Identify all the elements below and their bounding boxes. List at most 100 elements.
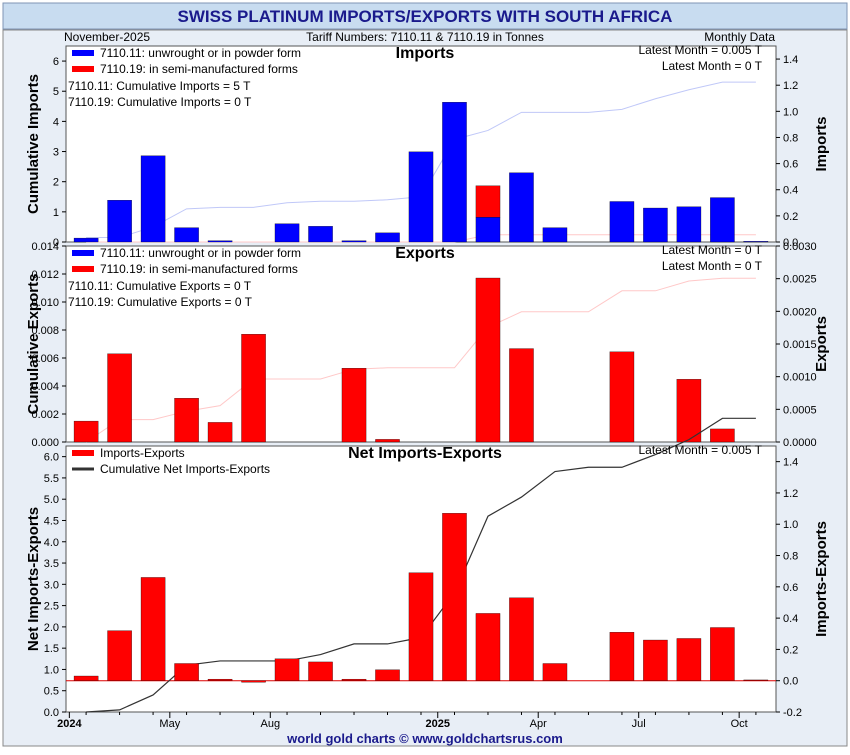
exports-right-tick-label: 0.0025 [783,274,817,286]
imports-bar-7110-11 [442,102,467,243]
exports-legend-label: 7110.19: in semi-manufactured forms [100,262,298,276]
imports-left-tick-label: 3 [53,147,59,159]
imports-bar-7110-11 [274,223,300,243]
x-tick-label: 2025 [426,718,450,730]
exports-left-axis-label: Cumulative Exports [25,274,42,415]
exports-right-tick-label: 0.0020 [783,306,817,318]
footer-credit: world gold charts © www.goldchartsrus.co… [286,731,563,746]
net-bar [341,678,367,681]
net-bar [73,675,99,681]
net-bar [241,680,266,683]
net-left-tick-label: 3.5 [44,558,59,570]
imports-bar-7110-11 [341,240,367,243]
exports-bar [241,334,266,443]
imports-left-axis-label: Cumulative Imports [25,74,42,214]
net-left-tick-label: 4.5 [44,515,59,527]
exports-right-tick-label: 0.0005 [783,404,817,416]
net-bar [308,661,333,681]
imports-right-axis-label: Imports [813,116,830,171]
net-panel-title: Net Imports-Exports [348,445,502,462]
exports-bar [174,398,199,443]
x-tick-label: Jul [632,718,646,730]
exports-bar [509,348,534,443]
net-left-tick-label: 0.5 [44,686,59,698]
exports-panel-title: Exports [395,245,455,262]
exports-right-tick-label: 0.0000 [783,437,817,449]
net-right-tick-label: 0.8 [783,551,798,563]
exports-left-tick-label: 0.004 [31,381,59,393]
net-left-tick-label: 2.5 [44,601,59,613]
imports-right-tick-label: 0.4 [783,185,798,197]
x-tick-label: 2024 [57,718,82,730]
imports-cumulative-note: 7110.11: Cumulative Imports = 5 T [68,79,251,93]
imports-latest-month-note: Latest Month = 0.005 T [638,43,762,57]
net-legend-label: Imports-Exports [100,446,185,460]
exports-bar [73,420,99,443]
exports-bar [676,379,702,443]
panels-group: 0 1 2 3 4 5 6 0.0 0.2 0.4 0.6 0.8 1.0 1.2 1.4 Cumulativ… [25,43,830,730]
net-right-tick-label: 1.0 [783,519,798,531]
imports-left-tick-label: 1 [53,207,59,219]
exports-bar [609,351,635,443]
exports-legend-swatch [72,266,94,272]
exports-left-tick-label: 0.000 [31,437,59,449]
net-left-tick-label: 3.0 [44,579,59,591]
exports-cumulative-note: 7110.11: Cumulative Exports = 0 T [68,279,252,293]
net-bar [475,613,501,681]
exports-latest-month-note: Latest Month = 0 T [662,259,763,273]
x-tick-label: Apr [530,718,547,730]
header-tariff: Tariff Numbers: 7110.11 & 7110.19 in Ton… [306,30,544,44]
header-date: November-2025 [64,30,150,44]
exports-right-tick-label: 0.0030 [783,241,817,253]
imports-legend-swatch [72,66,94,72]
exports-left-tick-label: 0.010 [31,297,59,309]
imports-left-tick-label: 4 [53,116,59,128]
imports-bar-7110-11 [509,172,534,243]
exports-left-tick-label: 0.014 [31,241,59,253]
net-right-tick-label: 0.2 [783,644,798,656]
net-right-tick-label: 0.6 [783,582,798,594]
imports-bar-7110-11 [676,206,702,243]
net-left-tick-label: 6.0 [44,452,59,464]
net-legend-swatch [72,450,94,456]
net-right-tick-label: 0.0 [783,676,798,688]
net-right-tick-label: 1.2 [783,488,798,500]
imports-bar-7110-11 [174,227,199,243]
net-left-tick-label: 5.5 [44,473,59,485]
net-bar [107,630,132,681]
exports-latest-month-note: Latest Month = 0 T [662,243,763,257]
imports-bar-7110-11 [308,226,333,243]
exports-bar [710,428,735,443]
net-bar [207,678,233,681]
exports-cumulative-note: 7110.19: Cumulative Exports = 0 T [68,295,253,309]
imports-right-tick-label: 0.6 [783,159,798,171]
imports-left-tick-label: 0 [53,237,59,249]
exports-left-tick-label: 0.002 [31,409,59,421]
net-bar [140,577,166,681]
imports-right-tick-label: 0.2 [783,211,798,223]
net-bar [442,513,467,681]
imports-bar-7110-19 [475,185,501,218]
exports-left-tick-label: 0.012 [31,269,59,281]
imports-bar-7110-11 [743,241,769,243]
net-bar [609,632,635,681]
net-right-tick-label: 1.4 [783,457,798,469]
imports-bar-7110-11 [542,227,568,243]
exports-right-tick-label: 0.0010 [783,372,817,384]
imports-bar-7110-11 [107,200,132,243]
exports-left-tick-label: 0.008 [31,325,59,337]
net-legend-label: Cumulative Net Imports-Exports [100,462,270,476]
imports-right-tick-label: 1.2 [783,80,798,92]
net-left-tick-label: 5.0 [44,494,59,506]
net-bar [743,679,769,681]
imports-latest-month-note: Latest Month = 0 T [662,59,763,73]
imports-bar-7110-11 [710,197,735,243]
net-left-tick-label: 1.0 [44,664,59,676]
net-right-tick-label: 0.4 [783,613,798,625]
imports-legend-label: 7110.11: unwrought or in powder form [100,46,301,60]
exports-right-tick-label: 0.0015 [783,339,817,351]
exports-legend-label: 7110.11: unwrought or in powder form [100,246,301,260]
exports-left-tick-label: 0.006 [31,353,59,365]
exports-right-axis-label: Exports [813,316,830,372]
